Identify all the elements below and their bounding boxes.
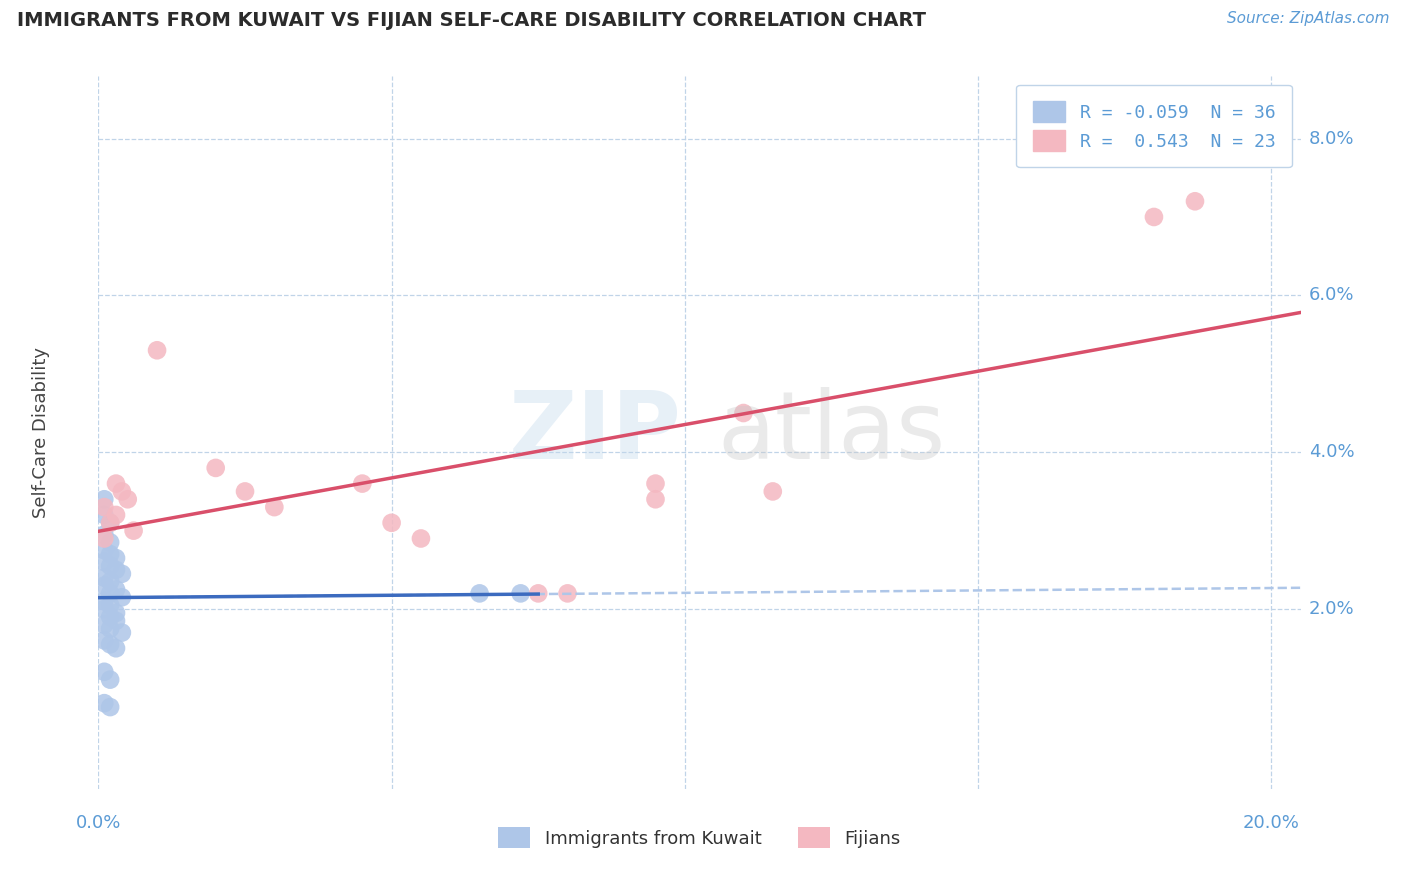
Point [557, 586, 579, 600]
Point [105, 606, 128, 620]
Text: atlas: atlas [717, 386, 946, 479]
Point [1143, 210, 1166, 224]
Point [105, 582, 128, 597]
Point [105, 476, 128, 491]
Point [98, 637, 121, 651]
Point [93, 543, 115, 558]
Point [93, 665, 115, 679]
Point [93, 500, 115, 515]
Point [98, 516, 121, 530]
Point [644, 492, 666, 507]
Point [409, 532, 432, 546]
Point [204, 461, 226, 475]
Text: 8.0%: 8.0% [1309, 129, 1354, 147]
Point [93, 532, 115, 546]
Point [93, 527, 115, 541]
Point [105, 641, 128, 656]
Point [762, 484, 785, 499]
Point [98, 586, 121, 600]
Point [111, 566, 134, 581]
Point [98, 622, 121, 636]
Point [111, 484, 134, 499]
Point [117, 492, 139, 507]
Legend: Immigrants from Kuwait, Fijians: Immigrants from Kuwait, Fijians [491, 820, 908, 855]
Point [98, 673, 121, 687]
Text: Source: ZipAtlas.com: Source: ZipAtlas.com [1226, 11, 1389, 26]
Point [105, 563, 128, 577]
Point [381, 516, 404, 530]
Text: ZIP: ZIP [509, 386, 682, 479]
Point [93, 492, 115, 507]
Point [733, 406, 755, 420]
Point [98, 547, 121, 561]
Text: 0.0%: 0.0% [76, 814, 121, 832]
Point [105, 551, 128, 566]
Point [98, 574, 121, 589]
Point [98, 700, 121, 714]
Point [93, 571, 115, 585]
Point [146, 343, 169, 358]
Point [93, 602, 115, 616]
Text: 6.0%: 6.0% [1309, 286, 1354, 304]
Point [93, 594, 115, 608]
Text: Self-Care Disability: Self-Care Disability [32, 347, 49, 518]
Text: 4.0%: 4.0% [1309, 443, 1354, 461]
Point [93, 617, 115, 632]
Point [111, 625, 134, 640]
Point [93, 508, 115, 522]
Point [93, 696, 115, 710]
Point [111, 591, 134, 605]
Point [105, 614, 128, 628]
Point [509, 586, 531, 600]
Point [98, 610, 121, 624]
Point [468, 586, 491, 600]
Point [98, 535, 121, 549]
Point [93, 633, 115, 648]
Text: IMMIGRANTS FROM KUWAIT VS FIJIAN SELF-CARE DISABILITY CORRELATION CHART: IMMIGRANTS FROM KUWAIT VS FIJIAN SELF-CA… [17, 11, 927, 29]
Point [527, 586, 550, 600]
Point [352, 476, 374, 491]
Point [98, 516, 121, 530]
Point [98, 598, 121, 612]
Point [1184, 194, 1206, 209]
Point [105, 508, 128, 522]
Point [93, 578, 115, 592]
Point [122, 524, 145, 538]
Text: 20.0%: 20.0% [1243, 814, 1299, 832]
Point [98, 558, 121, 573]
Point [93, 555, 115, 569]
Point [263, 500, 285, 515]
Text: 2.0%: 2.0% [1309, 600, 1354, 618]
Point [233, 484, 256, 499]
Point [644, 476, 666, 491]
